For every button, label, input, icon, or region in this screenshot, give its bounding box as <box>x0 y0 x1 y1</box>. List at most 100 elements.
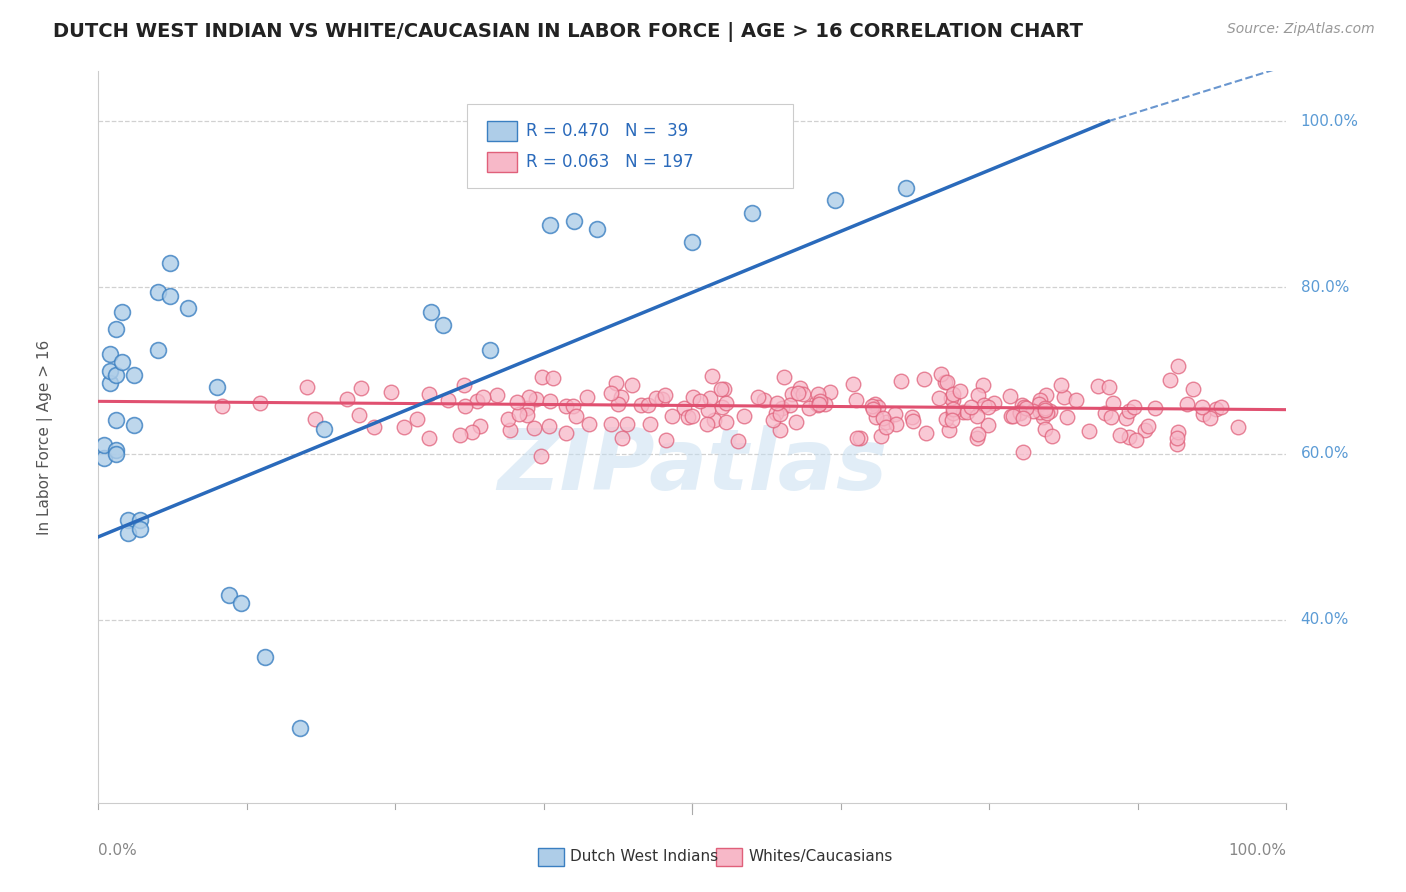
Text: 60.0%: 60.0% <box>1301 446 1350 461</box>
Point <box>710 382 733 396</box>
Point <box>98 363 121 377</box>
Point <box>605 376 627 390</box>
Point <box>479 343 502 357</box>
Point <box>814 397 837 411</box>
Point <box>122 417 145 432</box>
Point <box>789 381 811 395</box>
Point <box>336 392 359 406</box>
Point <box>1098 380 1121 394</box>
Point <box>1166 431 1188 445</box>
Point <box>98 376 121 390</box>
Point <box>105 413 128 427</box>
Point <box>453 377 475 392</box>
Point <box>901 414 924 428</box>
Point <box>772 401 794 415</box>
Point <box>741 205 763 219</box>
Point <box>1125 433 1147 447</box>
Point <box>599 386 621 401</box>
Point <box>762 413 785 427</box>
Point <box>621 377 644 392</box>
Point <box>565 409 588 423</box>
Point <box>942 402 965 417</box>
Point <box>218 588 240 602</box>
Point <box>516 408 538 422</box>
Point <box>845 393 868 408</box>
Point <box>105 442 128 457</box>
Point <box>779 398 801 412</box>
Point <box>449 427 471 442</box>
Point <box>654 388 676 402</box>
Point <box>616 417 638 431</box>
Point <box>93 450 115 465</box>
Point <box>1039 403 1062 417</box>
Point <box>522 421 544 435</box>
Point <box>1078 424 1101 438</box>
Point <box>792 386 814 401</box>
Point <box>599 417 621 432</box>
Point <box>846 431 869 445</box>
Point <box>98 347 121 361</box>
Point <box>949 384 972 399</box>
Point <box>780 387 803 401</box>
Point <box>637 398 659 412</box>
Point <box>865 409 887 424</box>
Point <box>350 381 373 395</box>
Point <box>392 420 415 434</box>
Point <box>516 401 538 415</box>
Point <box>862 401 884 416</box>
Point <box>105 447 128 461</box>
Point <box>578 417 600 432</box>
Text: In Labor Force | Age > 16: In Labor Force | Age > 16 <box>37 340 53 534</box>
FancyBboxPatch shape <box>716 848 742 866</box>
Point <box>454 399 477 413</box>
Point <box>468 419 491 434</box>
FancyBboxPatch shape <box>467 104 793 188</box>
Point <box>436 393 458 408</box>
Point <box>1123 401 1146 415</box>
Point <box>347 408 370 422</box>
Point <box>1028 397 1050 411</box>
Point <box>870 429 893 443</box>
Point <box>1066 393 1088 408</box>
Point <box>942 387 965 401</box>
Point <box>682 391 704 405</box>
Point <box>960 400 983 414</box>
Point <box>295 380 318 394</box>
Point <box>122 368 145 382</box>
Point <box>465 394 488 409</box>
FancyBboxPatch shape <box>486 152 516 172</box>
Point <box>538 218 561 232</box>
Point <box>380 385 402 400</box>
Point <box>207 380 229 394</box>
Point <box>1199 410 1222 425</box>
Point <box>517 390 540 404</box>
Point <box>872 410 894 425</box>
Point <box>824 193 846 207</box>
Point <box>766 395 789 409</box>
Point <box>1015 401 1038 415</box>
Text: R = 0.470   N =  39: R = 0.470 N = 39 <box>526 122 689 140</box>
Point <box>1011 411 1033 425</box>
Point <box>146 343 169 357</box>
Point <box>966 427 988 442</box>
Point <box>733 409 755 423</box>
Point <box>883 407 905 421</box>
Point <box>524 392 547 407</box>
Point <box>785 415 807 429</box>
Point <box>538 393 561 408</box>
Point <box>405 412 427 426</box>
Point <box>928 391 950 405</box>
Point <box>967 388 990 402</box>
Point <box>159 255 181 269</box>
Point <box>1032 409 1054 424</box>
Point <box>896 180 918 194</box>
Text: 40.0%: 40.0% <box>1301 613 1350 627</box>
Point <box>1036 406 1059 420</box>
Point <box>769 423 792 437</box>
Point <box>983 395 1005 409</box>
Point <box>229 596 252 610</box>
Point <box>562 399 585 413</box>
Point <box>977 400 1000 414</box>
Point <box>769 408 792 422</box>
Point <box>935 375 957 389</box>
